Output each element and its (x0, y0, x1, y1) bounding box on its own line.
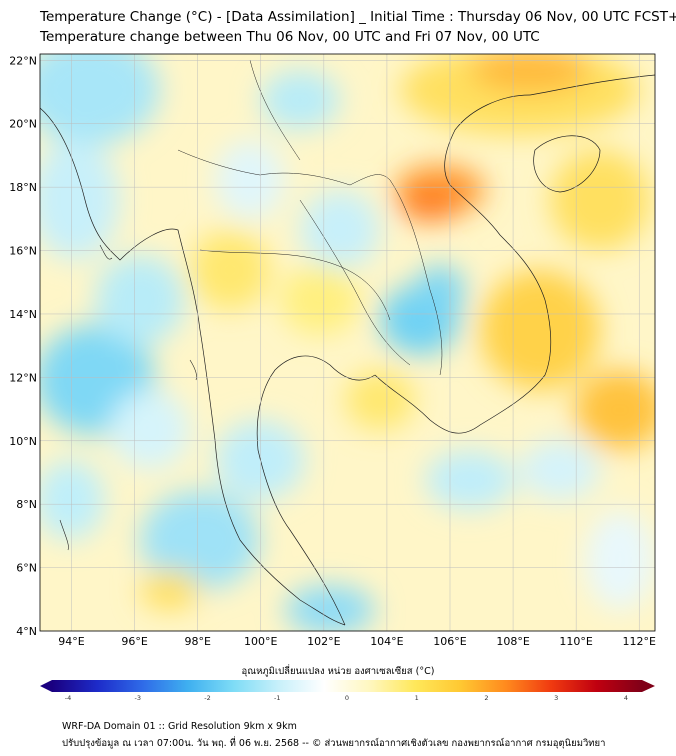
lon-label: 102°E (307, 635, 340, 648)
latitude-labels: 22°N 20°N 18°N 16°N 14°N 12°N 10°N 8°N 6°N 4°N (9, 54, 37, 638)
map-subtitle: Temperature change between Thu 06 Nov, 0… (40, 29, 540, 45)
colorbar-tick: -4 (65, 694, 71, 700)
colorbar-tick: -1 (274, 694, 280, 700)
temperature-field (40, 54, 655, 631)
lon-label: 98°E (184, 635, 210, 648)
lat-label: 8°N (16, 498, 37, 511)
lon-label: 96°E (121, 635, 147, 648)
lat-label: 14°N (9, 308, 37, 321)
colorbar-tick: -2 (204, 694, 210, 700)
map-frame (39, 53, 656, 632)
lon-label: 110°E (559, 635, 592, 648)
colorbar-gradient (52, 680, 642, 692)
colorbar-tick: 3 (554, 694, 558, 700)
colorbar: -4 -3 -2 -1 0 1 2 3 4 (40, 680, 655, 700)
colorbar-tick: 2 (484, 694, 488, 700)
temperature-change-map: 22°N 20°N 18°N 16°N 14°N 12°N 10°N 8°N 6°N 4°N 94… (9, 53, 656, 700)
lat-label: 4°N (16, 625, 37, 638)
lon-label: 108°E (496, 635, 529, 648)
lat-label: 6°N (16, 562, 37, 575)
lat-label: 16°N (9, 245, 37, 258)
lon-label: 112°E (623, 635, 656, 648)
lon-label: 106°E (433, 635, 466, 648)
footer-update-info: ปรับปรุงข้อมูล ณ เวลา 07:00น. วัน พฤ. ที… (62, 738, 606, 749)
colorbar-tick: 1 (415, 694, 419, 700)
colorbar-high-arrow (642, 680, 655, 692)
colorbar-tick: 4 (624, 694, 628, 700)
lat-label: 12°N (9, 371, 37, 384)
colorbar-tick: -3 (135, 694, 141, 700)
footer-model-info: WRF-DA Domain 01 :: Grid Resolution 9km … (62, 721, 297, 732)
colorbar-tick: 0 (345, 694, 349, 700)
colorbar-label: อุณหภูมิเปลี่ยนแปลง หน่วย องศาเซลเซียส (… (241, 666, 435, 677)
lon-label: 100°E (244, 635, 277, 648)
lat-label: 10°N (9, 435, 37, 448)
lat-label: 18°N (9, 181, 37, 194)
colorbar-low-arrow (40, 680, 52, 692)
lon-label: 104°E (370, 635, 403, 648)
lon-label: 94°E (58, 635, 84, 648)
lat-label: 20°N (9, 118, 37, 131)
coastlines (40, 59, 655, 626)
longitude-labels: 94°E 96°E 98°E 100°E 102°E 104°E 106°E 108°E 110… (58, 635, 656, 648)
map-title: Temperature Change (°C) - [Data Assimila… (40, 9, 676, 25)
lat-label: 22°N (9, 54, 37, 67)
